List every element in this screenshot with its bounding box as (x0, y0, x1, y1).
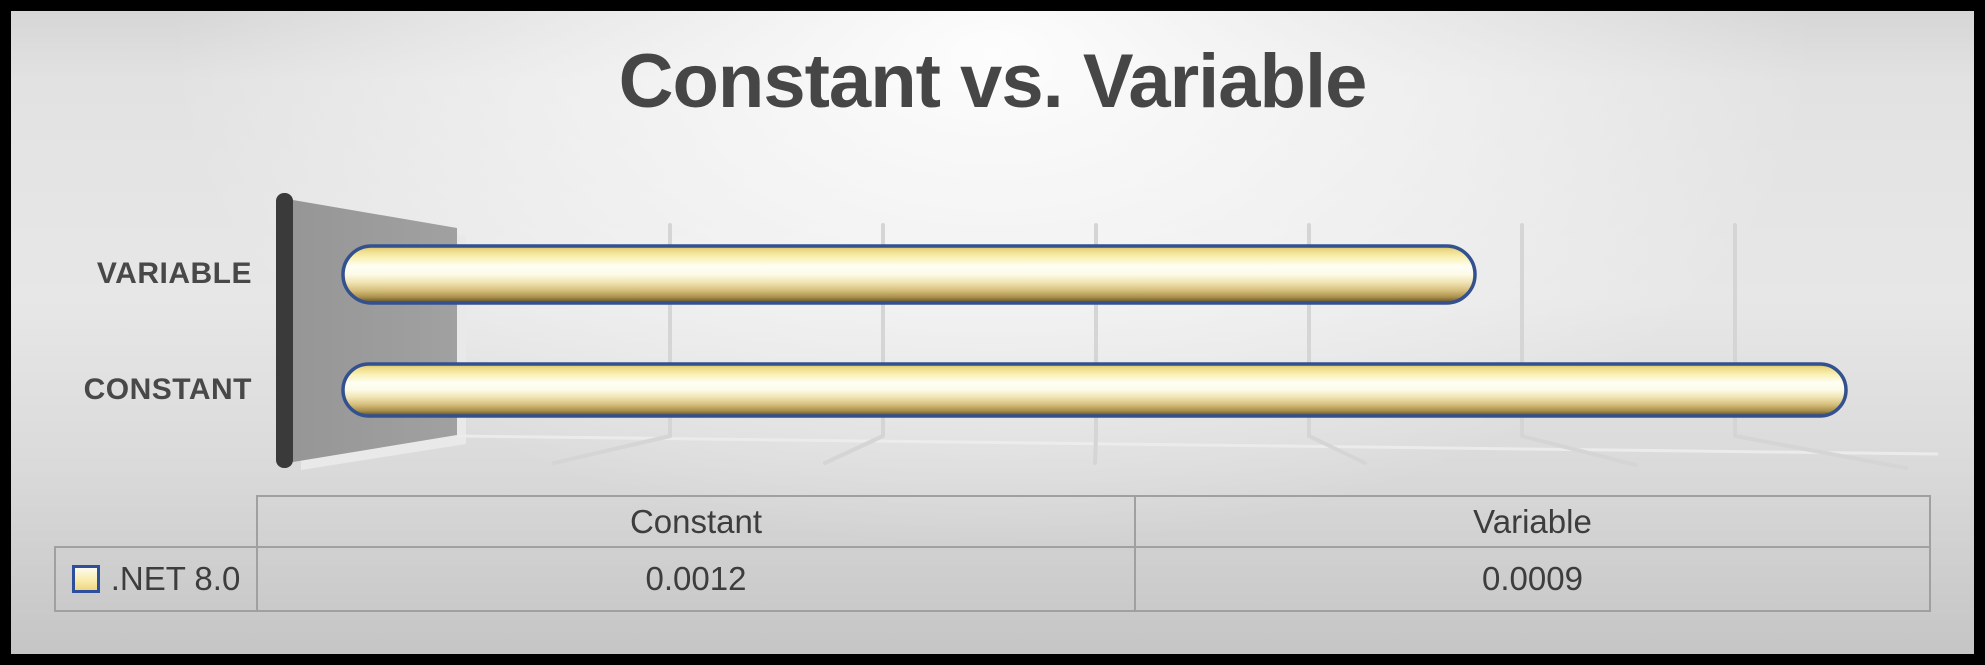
table-cell-constant: 0.0012 (256, 546, 1136, 612)
bar-variable[interactable] (341, 244, 1477, 305)
table-row: .NET 8.0 0.0012 0.0009 (54, 546, 1931, 612)
table-header-variable: Variable (1134, 495, 1931, 548)
data-table: Constant Variable .NET 8.0 0.0012 0.0009 (54, 495, 1931, 612)
legend-key-icon (71, 565, 100, 593)
3d-back-wall (293, 200, 457, 462)
floor-edge-line (456, 434, 1939, 456)
table-header-row: Constant Variable (55, 495, 1931, 548)
bar-constant[interactable] (341, 362, 1848, 418)
legend-cell: .NET 8.0 (54, 546, 258, 612)
category-axis-line (276, 193, 293, 468)
axis-label-variable: VARIABLE (96, 257, 252, 290)
axis-label-constant: CONSTANT (83, 373, 252, 406)
table-cell-variable: 0.0009 (1134, 546, 1931, 612)
chart-title: Constant vs. Variable (618, 39, 1368, 124)
legend-series-label: .NET 8.0 (110, 560, 241, 597)
table-corner-empty (55, 496, 257, 547)
table-header-constant: Constant (256, 495, 1136, 548)
